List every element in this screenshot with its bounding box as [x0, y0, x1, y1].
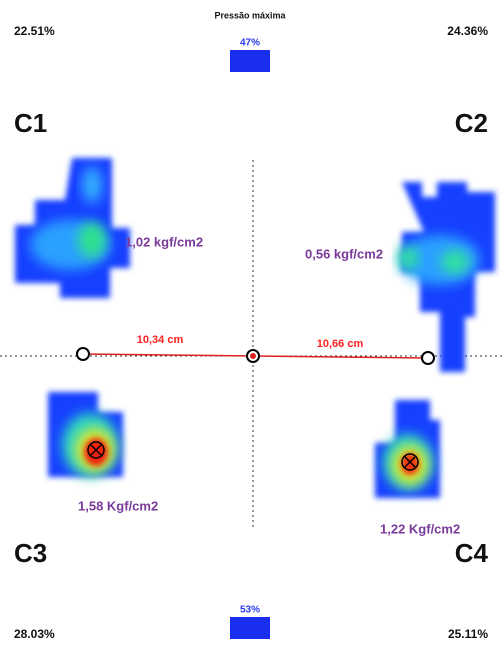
heatmap-c2	[398, 182, 495, 372]
c1-pressure: 1,02 kgf/cm2	[125, 234, 203, 249]
c3-pressure: 1,58 Kgf/cm2	[78, 498, 158, 513]
pressure-map: Pressão máxima 47% 22.51% 24.36% C1 C2	[0, 0, 502, 647]
distance-right: 10,66 cm	[317, 338, 364, 350]
heatmap-c1	[15, 158, 130, 298]
c4-label: C4	[455, 538, 489, 568]
center-right	[422, 352, 434, 364]
c3-percent: 28.03%	[14, 627, 55, 641]
title: Pressão máxima	[214, 10, 286, 20]
c4-pressure: 1,22 Kgf/cm2	[380, 521, 460, 536]
c2-percent: 24.36%	[447, 24, 488, 38]
c1-percent: 22.51%	[14, 24, 55, 38]
heatmap-c4	[375, 400, 440, 498]
top-percent: 47%	[240, 38, 260, 49]
c2-pressure: 0,56 kgf/cm2	[305, 246, 383, 261]
c2-label: C2	[455, 108, 488, 138]
top-bar	[230, 50, 270, 72]
center-left	[77, 348, 89, 360]
c4-percent: 25.11%	[448, 627, 488, 641]
heatmap-c3	[48, 392, 123, 477]
c3-label: C3	[14, 538, 47, 568]
center-dot	[250, 353, 256, 359]
bottom-bar	[230, 617, 270, 639]
bottom-percent: 53%	[240, 605, 260, 616]
distance-left: 10,34 cm	[137, 334, 184, 346]
c1-label: C1	[14, 108, 47, 138]
